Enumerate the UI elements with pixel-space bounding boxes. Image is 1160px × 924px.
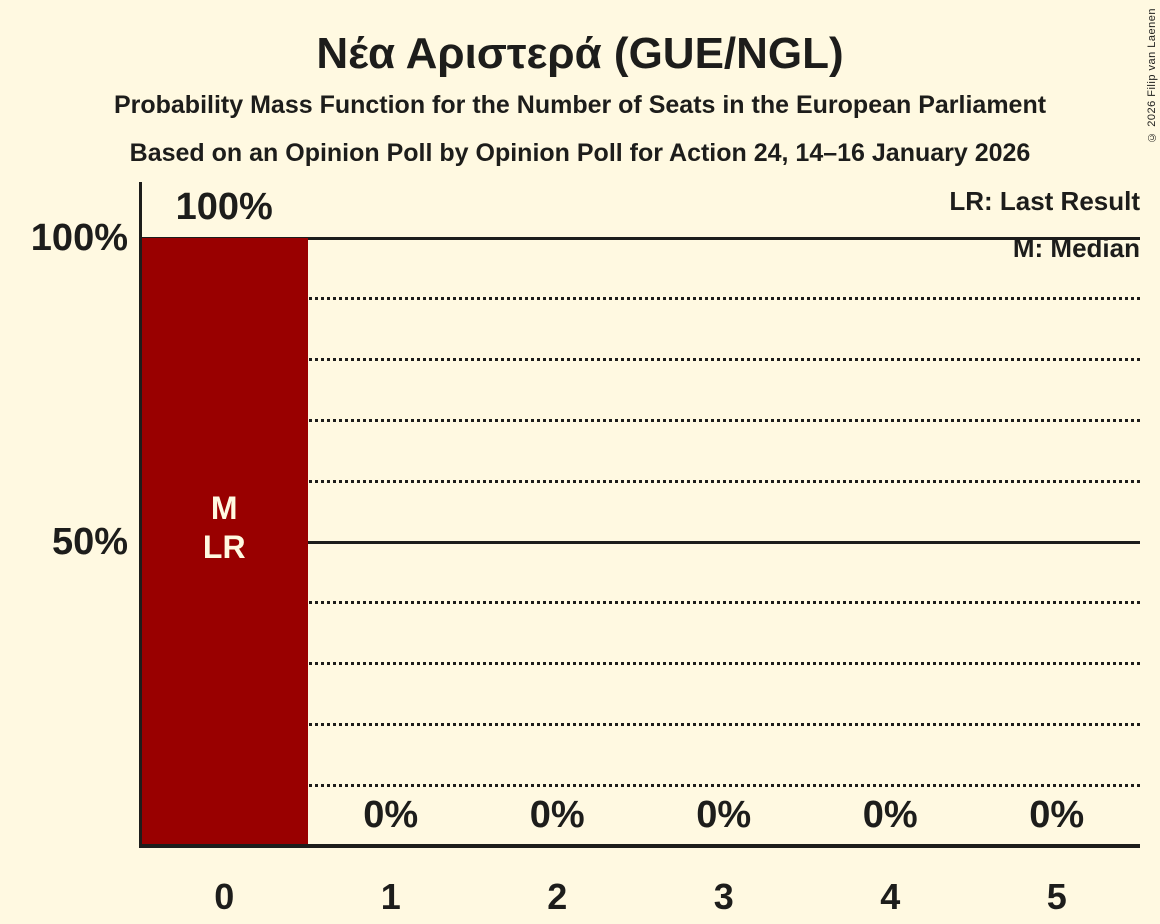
gridline-90pct <box>141 297 1140 301</box>
x-tick-label-3: 3 <box>713 876 734 917</box>
y-axis-line <box>139 182 142 847</box>
bar-value-label-4: 0% <box>862 794 918 836</box>
chart-title: Νέα Αριστερά (GUE/NGL) <box>316 29 844 78</box>
chart-subtitle: Probability Mass Function for the Number… <box>113 91 1047 119</box>
gridline-100pct <box>141 236 1140 240</box>
bar-seats-0 <box>141 238 308 846</box>
x-tick-label-0: 0 <box>214 876 235 917</box>
gridline-30pct <box>141 662 1140 666</box>
bar-value-label-5: 0% <box>1029 794 1085 836</box>
bar-value-label-0: 100% <box>175 186 273 228</box>
x-tick-label-1: 1 <box>380 876 401 917</box>
bar-annotation-0: M LR <box>202 490 246 565</box>
gridline-40pct <box>141 601 1140 605</box>
gridline-60pct <box>141 479 1140 483</box>
bar-value-label-2: 0% <box>529 794 585 836</box>
chart-sub-subtitle: Based on an Opinion Poll by Opinion Poll… <box>129 139 1031 167</box>
legend-median: M: Median <box>1012 233 1140 263</box>
y-tick-label-100: 100% <box>30 217 128 259</box>
x-tick-label-4: 4 <box>880 876 901 917</box>
y-tick-label-50: 50% <box>51 521 128 563</box>
gridline-80pct <box>141 358 1140 362</box>
x-tick-label-2: 2 <box>547 876 568 917</box>
x-tick-label-5: 5 <box>1046 876 1067 917</box>
gridline-50pct <box>141 540 1140 544</box>
bar-value-label-3: 0% <box>696 794 752 836</box>
gridline-70pct <box>141 418 1140 422</box>
gridline-10pct <box>141 783 1140 787</box>
legend-last-result: LR: Last Result <box>949 186 1140 216</box>
copyright-notice: © 2026 Filip van Laenen <box>1146 8 1158 143</box>
x-axis-line <box>139 844 1140 848</box>
gridline-20pct <box>141 722 1140 726</box>
bar-value-label-1: 0% <box>363 794 419 836</box>
